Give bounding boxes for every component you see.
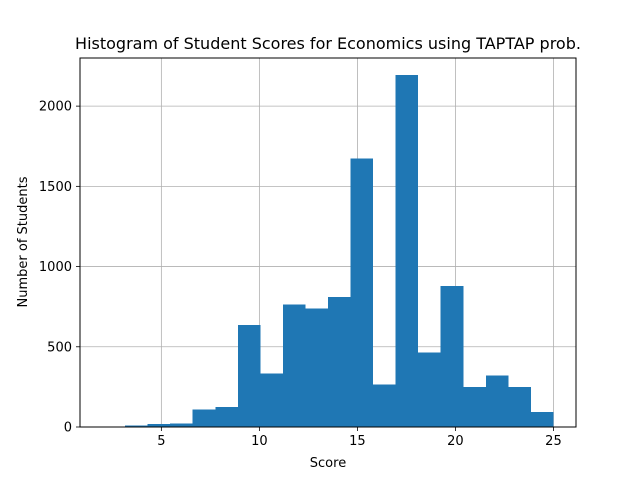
x-axis-label: Score [310, 456, 346, 471]
histogram-bar [530, 411, 554, 427]
histogram-bar [485, 375, 509, 427]
y-tick-label: 2000 [39, 100, 72, 115]
histogram-bars [102, 74, 554, 428]
chart-title: Histogram of Student Scores for Economic… [75, 34, 581, 53]
histogram-bar [440, 285, 464, 427]
y-axis-label: Number of Students [16, 176, 31, 307]
axis-ticks: 5 10 15 20 25 0 500 1000 1500 2000 [39, 100, 562, 449]
histogram-bar [350, 158, 374, 428]
histogram-bar [192, 409, 216, 427]
histogram-bar [328, 297, 351, 427]
x-tick-label: 25 [545, 434, 562, 449]
y-tick-label: 500 [47, 340, 72, 355]
x-tick-label: 10 [251, 434, 268, 449]
histogram-bar [508, 386, 531, 427]
y-tick-label: 1000 [39, 260, 72, 275]
histogram-bar [237, 325, 261, 427]
y-tick-label: 0 [64, 421, 72, 436]
y-tick-label: 1500 [39, 180, 72, 195]
histogram-bar [395, 74, 419, 428]
histogram-bar [305, 308, 328, 427]
x-tick-label: 15 [349, 434, 366, 449]
histogram-bar [282, 304, 306, 427]
histogram-bar [418, 352, 441, 427]
histogram-bar [170, 423, 193, 427]
x-tick-label: 20 [447, 434, 464, 449]
histogram-bar [463, 386, 486, 427]
histogram-bar [147, 423, 171, 427]
histogram-bar [260, 373, 283, 427]
plot-frame [79, 57, 577, 428]
histogram-bar [215, 406, 238, 427]
histogram-bar [373, 384, 396, 427]
x-tick-label: 5 [157, 434, 165, 449]
histogram-bar [125, 425, 148, 427]
